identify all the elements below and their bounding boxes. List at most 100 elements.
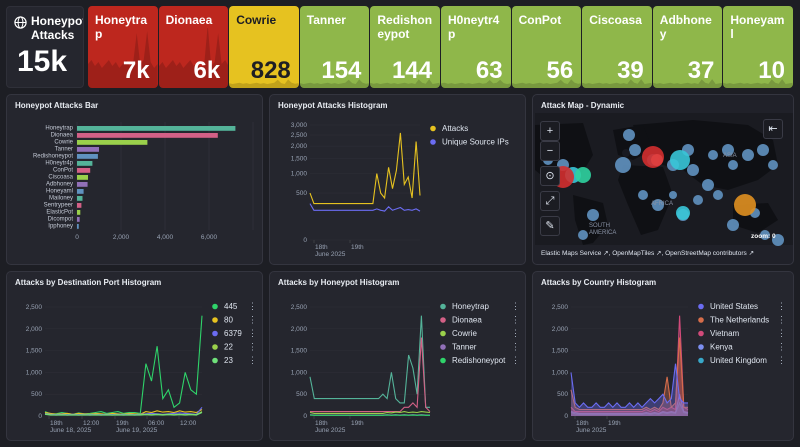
metric-sparkline [370, 79, 440, 88]
bar-mailoney [77, 196, 83, 201]
attribution-link-openstreetmap-contributors[interactable]: OpenStreetMap contributors ↗ [665, 250, 755, 257]
zoom-in-button[interactable]: + [540, 121, 560, 141]
fit-bounds-button[interactable]: ⊙ [540, 166, 560, 186]
legend-dot [212, 344, 218, 350]
attribution-link-openmaptiles[interactable]: OpenMapTiles ↗, [612, 250, 666, 257]
legend-label-445: 445 [224, 302, 238, 311]
series-line-united-states [570, 363, 688, 409]
honeypot-attacks-bar-chart[interactable]: 0 2,000 4,000 6,000 HoneytrapDionaeaCowrieTa… [7, 95, 263, 265]
legend-dot [440, 317, 446, 323]
draw-tool-button[interactable]: ✎ [540, 216, 560, 236]
legend-menu-icon[interactable]: ⋮ [248, 355, 257, 365]
metric-redishoneypot[interactable]: Redishoneypot 144 [370, 6, 440, 88]
zoom-out-button[interactable]: − [540, 141, 560, 161]
metric-sparkline [441, 79, 511, 88]
metric-value: 39 [617, 57, 644, 84]
metric-label: H0neytr4p [448, 13, 500, 41]
legend-menu-icon[interactable]: ⋮ [248, 301, 257, 311]
attack-point [615, 157, 631, 173]
y-tick-label: 1,000 [552, 369, 569, 376]
x-tick-label: 12:00 [83, 420, 100, 427]
metric-honeyaml[interactable]: Honeyaml 10 [723, 6, 793, 88]
metric-sparkline [511, 79, 582, 88]
legend-menu-icon[interactable]: ⋮ [777, 328, 786, 338]
attack-point [629, 144, 641, 156]
attack-point [651, 154, 663, 166]
legend-menu-icon[interactable]: ⋮ [511, 315, 520, 325]
series-line-united-kingdom [570, 401, 689, 415]
attack-point [587, 209, 599, 221]
metric-adbhoney[interactable]: Adbhoney 37 [652, 6, 723, 88]
legend-label-6379: 6379 [224, 329, 242, 338]
legend-menu-icon[interactable]: ⋮ [511, 342, 520, 352]
attack-point [742, 149, 754, 161]
metric-value: 154 [321, 57, 362, 84]
y-tick-label: 500 [296, 391, 307, 398]
y-tick-label: 1,500 [26, 348, 43, 355]
total-attacks-metric[interactable]: Honeypot Attacks 15k [6, 6, 84, 88]
metric-value: 10 [758, 57, 785, 84]
metric-dionaea[interactable]: Dionaea 6k [158, 6, 229, 88]
legend-label-tanner: Tanner [452, 343, 477, 352]
y-tick-label: 2,000 [291, 143, 308, 150]
honeypot-histogram-chart[interactable]: 0 500 1,000 1,500 2,000 2,500 18th 19th June 202… [270, 272, 526, 441]
panel-title: Attacks by Country Histogram [541, 278, 657, 287]
metric-sparkline [158, 28, 229, 88]
sparkline-area [441, 79, 511, 88]
legend-menu-icon[interactable]: ⋮ [248, 315, 257, 325]
x-tick-label: 19th [351, 420, 364, 427]
x-sub-label: June 2025 [315, 251, 346, 258]
x-tick-label: 18th [315, 420, 328, 427]
series-area-united-states [571, 363, 688, 416]
attack-point [622, 149, 630, 157]
category-label: H0neytr4p [45, 161, 73, 167]
legend-menu-icon[interactable]: ⋮ [511, 328, 520, 338]
y-tick-label: 1,500 [291, 348, 308, 355]
attribution-link-elastic-maps-service[interactable]: Elastic Maps Service ↗, [541, 250, 613, 257]
attack-point [676, 206, 690, 220]
metric-tanner[interactable]: Tanner 154 [299, 6, 370, 88]
bar-ciscoasa [77, 175, 88, 180]
x-tick-label: 6,000 [201, 234, 218, 241]
attack-point [727, 219, 739, 231]
metric-h0neytr4p[interactable]: H0neytr4p 63 [441, 6, 511, 88]
y-tick-label: 1,500 [291, 156, 308, 163]
legend-menu-icon[interactable]: ⋮ [248, 342, 257, 352]
map-attribution: Elastic Maps Service ↗, OpenMapTiles ↗, … [541, 249, 754, 257]
legend-label-kenya: Kenya [710, 343, 733, 352]
metric-cowrie[interactable]: Cowrie 828 [229, 6, 299, 88]
legend-menu-icon[interactable]: ⋮ [777, 315, 786, 325]
legend-dot [212, 317, 218, 323]
sparkline-area [652, 79, 723, 88]
metric-ciscoasa[interactable]: Ciscoasa 39 [582, 6, 652, 88]
legend-menu-icon[interactable]: ⋮ [777, 301, 786, 311]
destination-port-histogram-chart[interactable]: 0 500 1,000 1,500 2,000 2,500 18th 12:00 19th 06:… [7, 272, 263, 441]
metric-honeytrap[interactable]: Honeytrap 7k [88, 6, 158, 88]
total-attacks-value: 15k [17, 45, 68, 78]
legend-dot [698, 303, 704, 310]
y-tick-label: 0 [38, 413, 42, 420]
attack-point [713, 190, 723, 200]
category-label: ElasticPot [46, 210, 73, 216]
legend-menu-icon[interactable]: ⋮ [777, 342, 786, 352]
honeypot-attacks-histogram-chart[interactable]: 0 500 1,000 1,500 2,000 2,500 3,000 18th 19th Jun… [270, 95, 526, 265]
metric-sparkline [299, 79, 370, 88]
layer-control-button[interactable]: ⇤ [763, 119, 783, 139]
category-label: Dicompot [48, 217, 74, 223]
panel-title: Attacks by Destination Port Histogram [15, 278, 162, 287]
legend-menu-icon[interactable]: ⋮ [511, 301, 520, 311]
legend-menu-icon[interactable]: ⋮ [248, 328, 257, 338]
metric-conpot[interactable]: ConPot 56 [511, 6, 582, 88]
attack-point [687, 164, 699, 176]
measure-button[interactable]: ⤢ [540, 191, 560, 211]
metric-sparkline [652, 79, 723, 88]
bar-tanner [77, 147, 99, 152]
legend-menu-icon[interactable]: ⋮ [511, 355, 520, 365]
y-tick-label: 0 [303, 413, 307, 420]
metric-label: Adbhoney [659, 13, 712, 41]
x-sub-label: June 19, 2025 [116, 427, 158, 434]
legend-menu-icon[interactable]: ⋮ [777, 355, 786, 365]
metric-label: Tanner [306, 13, 346, 27]
